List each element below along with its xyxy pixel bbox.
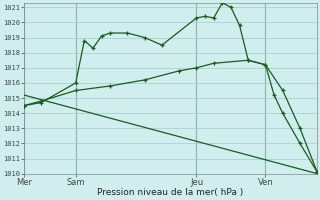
X-axis label: Pression niveau de la mer( hPa ): Pression niveau de la mer( hPa )	[98, 188, 244, 197]
